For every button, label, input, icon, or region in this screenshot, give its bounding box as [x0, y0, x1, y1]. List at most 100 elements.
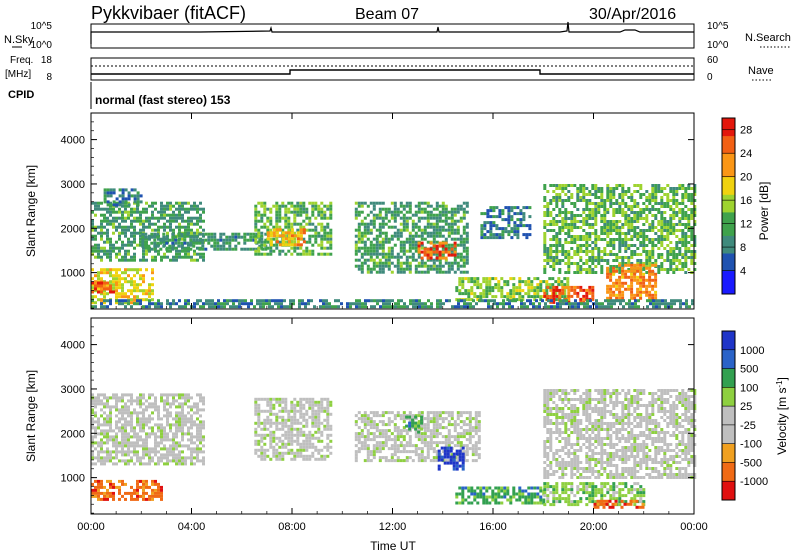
data-cell — [301, 302, 304, 306]
data-cell — [693, 253, 697, 256]
data-cell — [136, 243, 139, 247]
data-cell — [166, 402, 169, 406]
data-cell — [405, 267, 409, 271]
data-cell — [612, 272, 616, 276]
data-cell — [184, 423, 187, 427]
data-cell — [278, 421, 282, 425]
data-cell — [139, 194, 143, 198]
data-cell — [390, 234, 394, 238]
data-cell — [275, 457, 279, 461]
data-cell — [299, 207, 303, 211]
data-cell — [423, 250, 427, 254]
data-cell — [594, 238, 598, 241]
data-cell — [639, 214, 643, 217]
data-cell — [630, 220, 634, 223]
data-cell — [151, 447, 154, 451]
data-cell — [628, 302, 631, 306]
data-cell — [442, 302, 445, 306]
data-cell — [382, 299, 385, 303]
data-cell — [163, 207, 166, 211]
data-cell — [567, 211, 571, 214]
data-cell — [414, 258, 418, 262]
data-cell — [384, 231, 388, 235]
data-cell — [109, 405, 112, 409]
data-cell — [124, 280, 127, 284]
data-cell — [436, 299, 439, 303]
data-cell — [299, 421, 303, 425]
data-cell — [453, 213, 457, 217]
data-cell — [311, 210, 315, 214]
data-cell — [325, 299, 328, 303]
data-cell — [600, 193, 604, 196]
data-cell — [390, 213, 394, 217]
data-cell — [458, 283, 462, 287]
data-cell — [163, 399, 166, 403]
data-cell — [546, 256, 550, 259]
data-cell — [543, 250, 547, 253]
data-cell — [106, 216, 109, 220]
data-cell — [403, 302, 406, 306]
data-cell — [378, 264, 382, 268]
data-cell — [679, 299, 682, 303]
data-cell — [360, 204, 364, 208]
data-cell — [654, 263, 658, 267]
data-cell — [319, 305, 322, 309]
data-cell — [500, 295, 504, 299]
data-cell — [525, 206, 529, 210]
data-cell — [684, 217, 688, 220]
data-cell — [169, 204, 172, 208]
data-cell — [432, 246, 436, 250]
data-cell — [648, 281, 652, 285]
data-cell — [103, 405, 106, 409]
data-cell — [615, 269, 619, 273]
data-cell — [618, 293, 622, 297]
data-cell — [651, 244, 655, 247]
data-cell — [357, 222, 361, 226]
data-cell — [100, 277, 103, 281]
data-cell — [145, 399, 148, 403]
data-cell — [561, 211, 565, 214]
data-cell — [681, 253, 685, 256]
data-cell — [492, 224, 496, 228]
data-cell — [561, 226, 565, 229]
data-cell — [289, 299, 292, 303]
data-cell — [124, 231, 127, 235]
data-cell — [536, 289, 540, 293]
data-cell — [488, 277, 492, 281]
data-cell — [184, 396, 187, 400]
data-cell — [645, 278, 649, 282]
data-cell — [372, 201, 376, 205]
data-cell — [302, 445, 306, 449]
data-cell — [459, 240, 463, 244]
data-cell — [543, 220, 547, 223]
data-cell — [663, 217, 667, 220]
data-cell — [603, 238, 607, 241]
data-cell — [222, 244, 226, 248]
data-cell — [630, 223, 634, 226]
data-cell — [555, 187, 559, 190]
data-cell — [687, 217, 691, 220]
data-cell — [654, 184, 658, 187]
data-cell — [159, 247, 163, 251]
data-cell — [654, 196, 658, 199]
data-cell — [109, 258, 112, 262]
data-cell — [181, 207, 184, 211]
data-cell — [109, 482, 112, 486]
freq-panel — [90, 57, 695, 81]
data-cell — [441, 210, 445, 214]
data-cell — [97, 485, 100, 489]
data-cell — [148, 305, 151, 309]
data-cell — [219, 232, 223, 236]
data-cell — [591, 211, 595, 214]
data-cell — [184, 228, 187, 232]
data-cell — [555, 294, 559, 298]
data-cell — [142, 246, 145, 250]
data-cell — [189, 238, 193, 242]
data-cell — [299, 448, 303, 452]
data-cell — [579, 196, 583, 199]
data-cell — [199, 420, 202, 424]
data-cell — [651, 293, 655, 297]
data-cell — [329, 451, 333, 455]
data-cell — [323, 397, 327, 401]
data-cell — [293, 409, 297, 413]
